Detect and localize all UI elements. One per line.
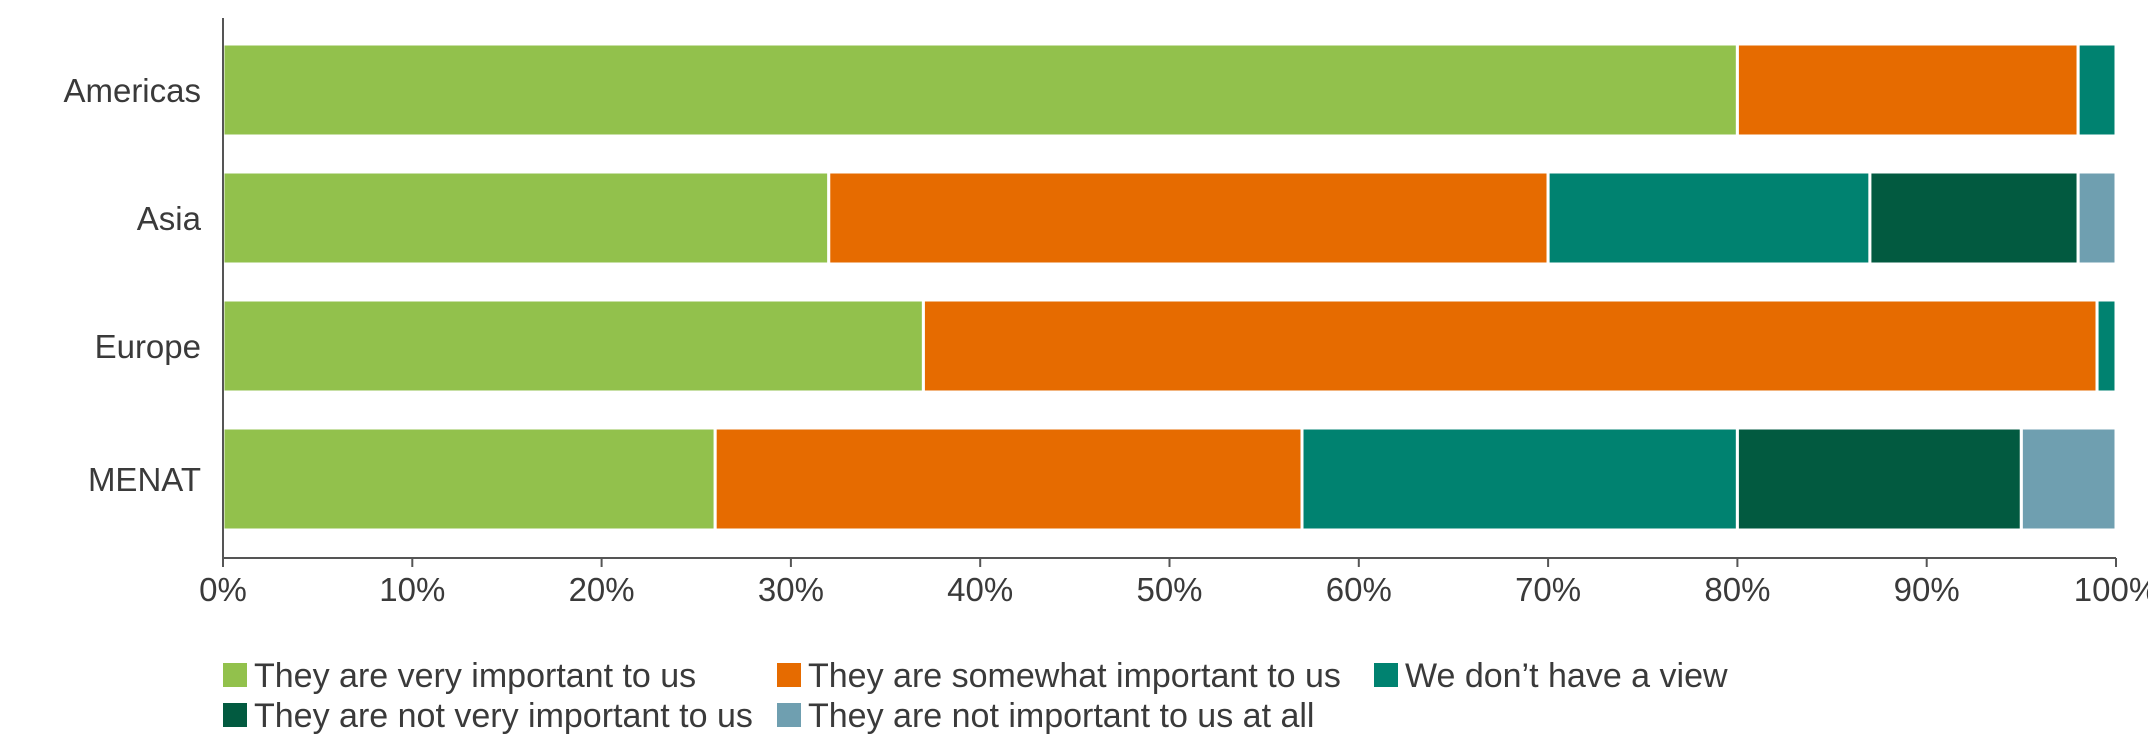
bar-menat-series-2 xyxy=(713,426,1304,532)
x-tick-label-0: 0% xyxy=(199,571,247,608)
bar-menat-series-5 xyxy=(2019,426,2118,532)
legend-swatch-3 xyxy=(1374,663,1398,687)
bar-asia-series-2 xyxy=(827,170,1550,266)
x-tick-label-70: 70% xyxy=(1515,571,1581,608)
legend-label-4: They are not very important to us xyxy=(254,697,753,735)
legend-swatch-2 xyxy=(777,663,801,687)
bar-asia-series-1 xyxy=(221,170,831,266)
legend-swatch-1 xyxy=(223,663,247,687)
legend-item-1: They are very important to us xyxy=(223,657,696,695)
legend-item-3: We don’t have a view xyxy=(1374,657,1728,695)
bar-menat-series-4 xyxy=(1735,426,2023,532)
legend-swatch-5 xyxy=(777,703,801,727)
legend-label-5: They are not important to us at all xyxy=(808,697,1314,735)
category-labels: Americas Asia Europe MENAT xyxy=(63,72,201,498)
x-tick-label-20: 20% xyxy=(569,571,635,608)
legend-item-5: They are not important to us at all xyxy=(777,697,1314,735)
legend-item-2: They are somewhat important to us xyxy=(777,657,1341,695)
legend-label-3: We don’t have a view xyxy=(1405,657,1728,695)
x-tick-label-60: 60% xyxy=(1326,571,1392,608)
category-label-asia: Asia xyxy=(137,200,202,237)
x-tick-label-30: 30% xyxy=(758,571,824,608)
bar-americas-series-1 xyxy=(221,42,1739,138)
bar-europe-series-1 xyxy=(221,298,925,394)
bar-asia-series-3 xyxy=(1546,170,1872,266)
bar-asia-series-4 xyxy=(1868,170,2080,266)
category-label-americas: Americas xyxy=(63,72,201,109)
legend-item-4: They are not very important to us xyxy=(223,697,753,735)
legend: They are very important to us They are so… xyxy=(223,657,1728,735)
bar-americas-series-3 xyxy=(2076,42,2118,138)
x-tick-label-10: 10% xyxy=(379,571,445,608)
x-tick-label-80: 80% xyxy=(1704,571,1770,608)
bar-asia-series-5 xyxy=(2076,170,2118,266)
bar-europe-series-3 xyxy=(2095,298,2118,394)
legend-swatch-4 xyxy=(223,703,247,727)
bar-europe-series-2 xyxy=(921,298,2099,394)
category-label-europe: Europe xyxy=(95,328,201,365)
x-tick-label-50: 50% xyxy=(1136,571,1202,608)
bar-americas-series-2 xyxy=(1735,42,2080,138)
bars-group xyxy=(221,42,2118,532)
bar-menat-series-1 xyxy=(221,426,717,532)
legend-label-2: They are somewhat important to us xyxy=(808,657,1341,695)
legend-label-1: They are very important to us xyxy=(254,657,696,695)
x-tick-label-100: 100% xyxy=(2074,571,2148,608)
bar-menat-series-3 xyxy=(1300,426,1739,532)
axes-group: 0% 10% 20% 30% 40% 50% 60% 70% 80% 90% 100% xyxy=(199,18,2148,608)
x-tick-label-90: 90% xyxy=(1894,571,1960,608)
x-tick-label-40: 40% xyxy=(947,571,1013,608)
category-label-menat: MENAT xyxy=(88,461,201,498)
